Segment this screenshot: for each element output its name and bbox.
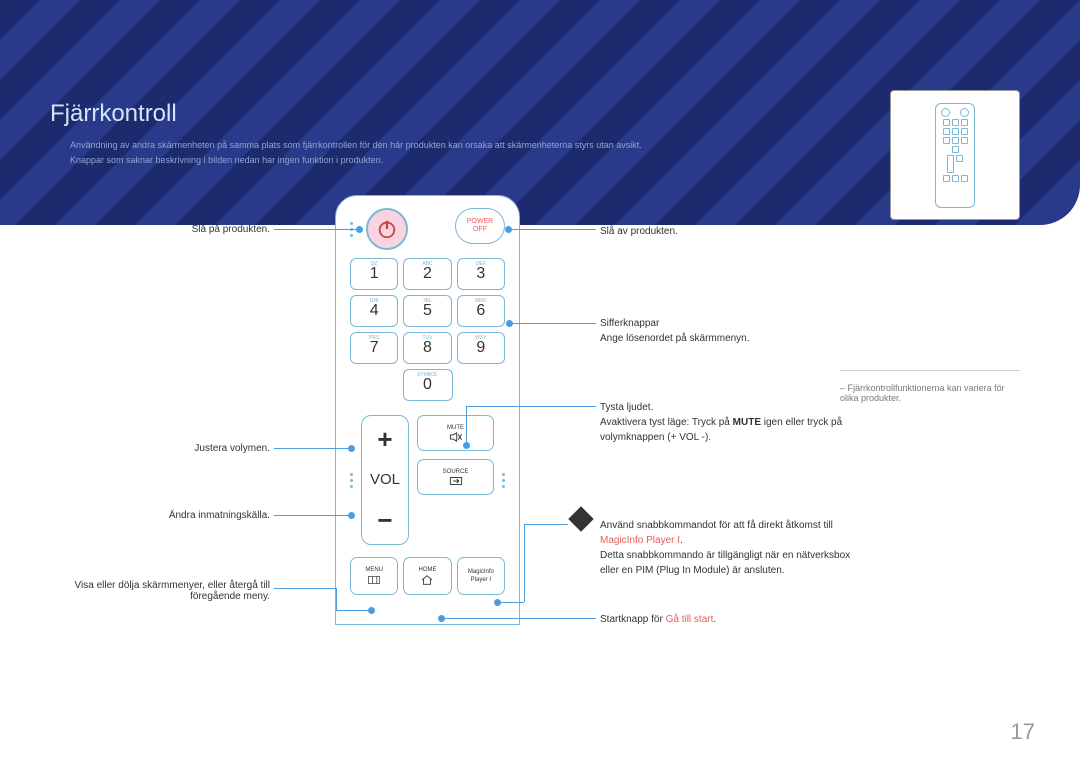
power-off-label-bot: OFF [473,226,487,234]
leader [510,229,596,230]
key-8: TUV8 [403,332,451,364]
magicinfo-label-bot: Player I [471,577,491,583]
home-button: HOME [403,557,451,595]
marker [368,607,375,614]
key-3: DEF3 [457,258,505,290]
leader [500,602,524,603]
label-magicinfo: Använd snabbkommandot för att få direkt … [600,518,860,578]
leader [466,406,596,407]
magicinfo-button: MagicInfo Player I [457,557,505,595]
page-number: 17 [1011,719,1035,745]
mute-label: MUTE [447,425,464,431]
mute-icon [449,432,463,442]
label-mute: Tysta ljudet. Avaktivera tyst läge: Tryc… [600,400,860,445]
key-0: SYMBOL0 [403,369,453,401]
number-keypad: QZ1 ABC2 DEF3 GHI4 JKL5 MNO6 PRS7 TUV8 W… [350,258,505,364]
key-2: ABC2 [403,258,451,290]
power-off-label-top: POWER [467,218,493,226]
marker [356,226,363,233]
remote-thumbnail [890,90,1020,220]
leader [466,406,467,446]
source-button: SOURCE [417,459,494,495]
mute-button: MUTE [417,415,494,451]
marker [506,320,513,327]
vol-minus-icon: − [377,505,392,536]
leader [274,448,348,449]
magicinfo-label-top: MagicInfo [468,569,494,575]
key-5: JKL5 [403,295,451,327]
key-4: GHI4 [350,295,398,327]
power-on-button [366,208,408,250]
power-off-button: POWER OFF [455,208,505,244]
leader [336,588,337,610]
home-label: HOME [418,567,436,573]
leader [444,618,596,619]
leader [274,588,336,589]
label-numbers: Sifferknappar Ange lösenordet på skärmme… [600,316,750,346]
key-7: PRS7 [350,332,398,364]
key-6: MNO6 [457,295,505,327]
thumb-remote-outline [935,103,975,208]
leader [336,610,368,611]
vol-plus-icon: + [377,424,392,455]
leader [274,229,356,230]
leader [524,524,568,525]
marker [494,599,501,606]
menu-icon [367,575,381,585]
home-icon [420,575,434,585]
label-power-on: Slå på produkten. [100,224,270,235]
marker [505,226,512,233]
marker [438,615,445,622]
leader [524,524,525,602]
label-power-off: Slå av produkten. [600,224,678,239]
marker [463,442,470,449]
page-title: Fjärrkontroll [50,100,177,128]
source-icon [449,476,463,486]
label-volume: Justera volymen. [100,443,270,454]
menu-button: MENU [350,557,398,595]
power-icon [376,218,398,240]
warning-note-2: Knappar som saknar beskrivning i bilden … [70,155,383,165]
label-menu: Visa eller dölja skärmmenyer, eller åter… [45,580,270,602]
vol-label: VOL [370,471,400,488]
warning-note-1: Användning av andra skärmenheten på samm… [70,140,642,150]
marker [348,512,355,519]
source-label: SOURCE [443,469,469,475]
dots-left-2 [350,473,353,488]
dots-right-2 [502,473,505,488]
leader [274,515,348,516]
marker [348,445,355,452]
key-1: QZ1 [350,258,398,290]
menu-label: MENU [365,567,383,573]
label-home: Startknapp för Gå till start. [600,612,716,627]
key-9: WXY9 [457,332,505,364]
magicinfo-diamond-icon [568,506,593,531]
leader [512,323,596,324]
volume-rocker: + VOL − [361,415,409,545]
side-note: – Fjärrkontrollfunktionerna kan variera … [840,370,1020,403]
label-source: Ändra inmatningskälla. [100,510,270,521]
remote-diagram: POWER OFF QZ1 ABC2 DEF3 GHI4 JKL5 MNO6 P… [335,195,520,625]
